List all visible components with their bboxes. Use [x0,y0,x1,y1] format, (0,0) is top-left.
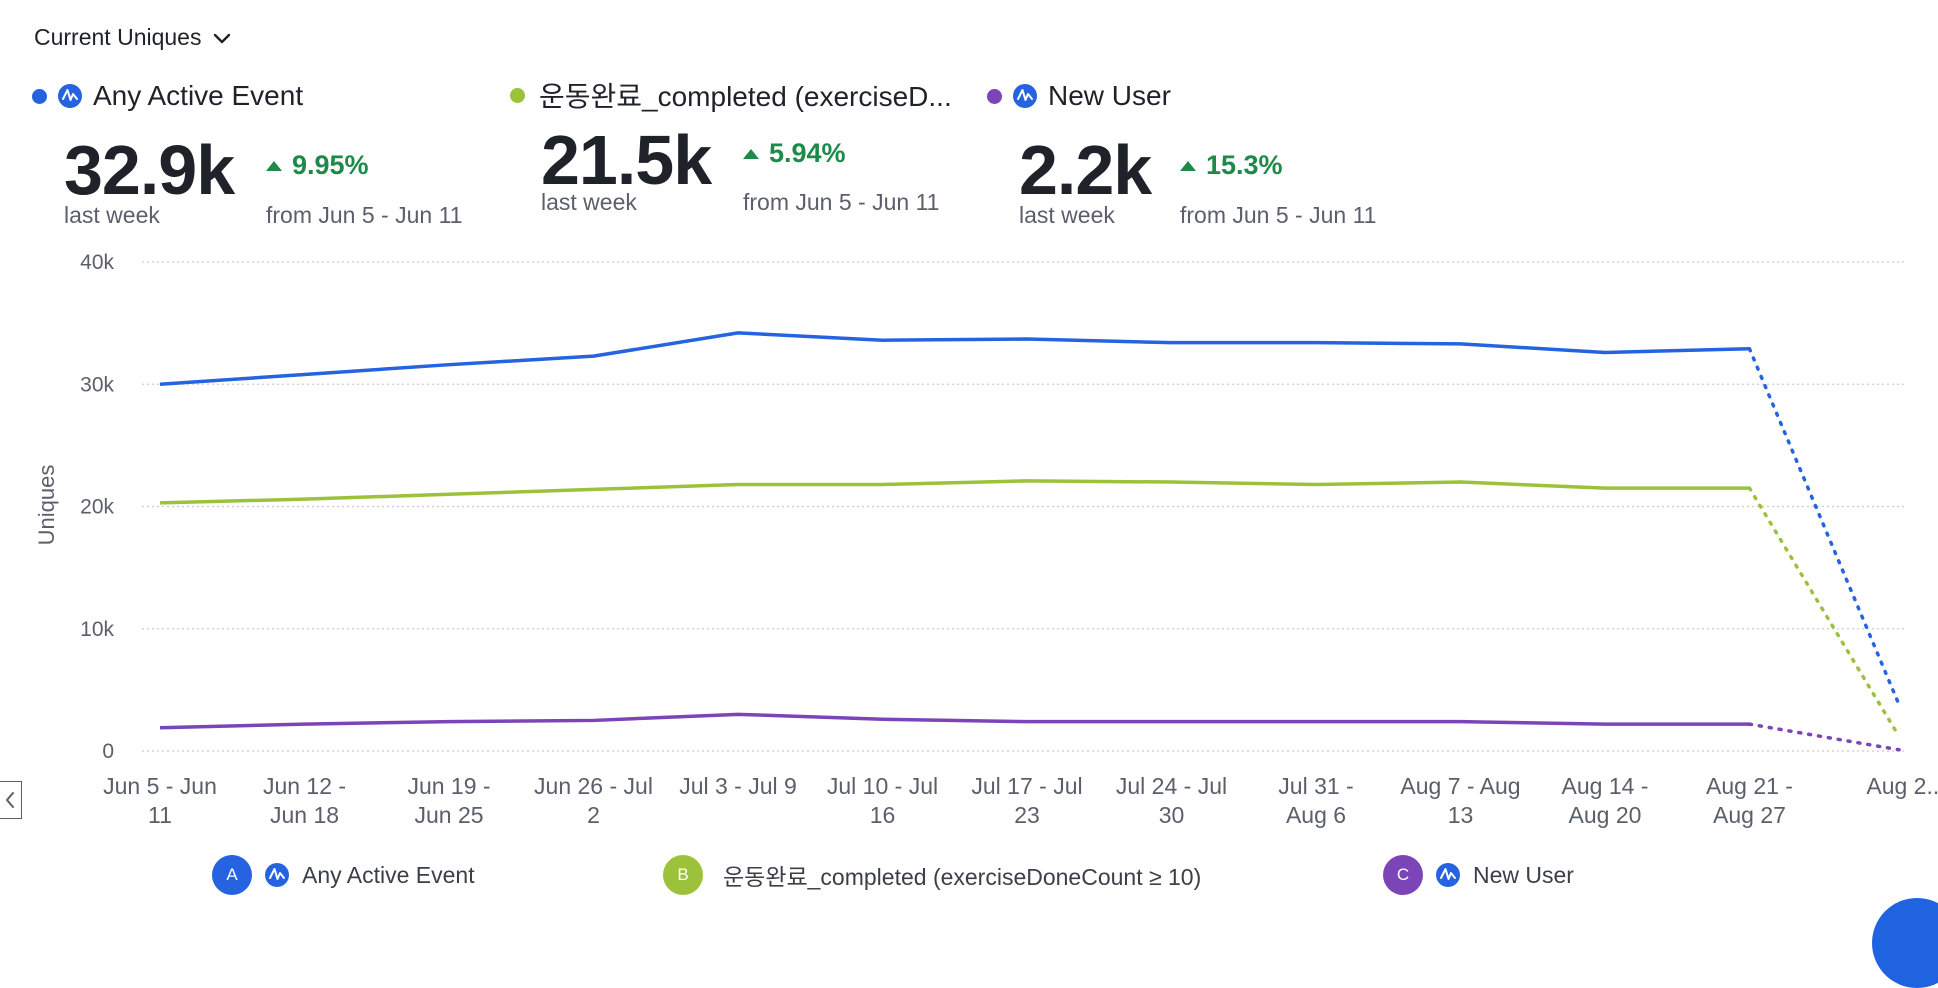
legend-label: Any Active Event [302,861,475,888]
metric-dropdown-label: Current Uniques [34,24,202,50]
kpi-compare: from Jun 5 - Jun 11 [743,189,940,215]
kpi-name: 운동완료_completed (exerciseD... [539,81,952,112]
kpi-name: Any Active Event [93,80,304,111]
event-icon [1013,84,1037,108]
series-badge: A [212,855,252,895]
x-tick-label: Jul 3 - Jul 9 [679,773,797,799]
event-icon [58,84,82,108]
legend-item-b[interactable]: B 운동완료_completed (exerciseDoneCount ≥ 10… [663,855,1201,895]
help-button[interactable] [1872,898,1938,988]
y-tick-label: 0 [102,740,114,763]
series-line[interactable] [159,331,1750,386]
kpi-value: 21.5k [541,121,712,199]
kpi-delta-value: 15.3% [1206,150,1283,180]
x-tick-label: Jul 24 - Jul 30 [1116,773,1227,828]
kpi-name: New User [1048,80,1171,111]
legend-label: 운동완료_completed (exerciseDoneCount ≥ 10) [723,864,1202,890]
y-tick-label: 30k [80,373,114,396]
x-tick-label: Aug 2... [1866,773,1938,799]
x-tick-label: Jun 5 - Jun 11 [103,773,217,828]
y-tick-label: 20k [80,496,114,519]
line-chart: 0 10k 20k 30k 40k Uniques Jun 5 - Jun 11 Jun 1… [34,251,1938,828]
series-badge: B [663,855,703,895]
up-arrow-icon [266,160,282,171]
kpi-delta-value: 9.95% [292,150,369,180]
kpi-period: last week [64,202,160,228]
kpi-delta: 9.95% [266,150,369,181]
chevron-left-icon [6,792,14,808]
x-tick-label: Jun 12 -Jun 18 [263,773,346,828]
legend-item-c[interactable]: C New User [1383,855,1574,895]
metric-dropdown[interactable]: Current Uniques [34,24,233,51]
legend-item-a[interactable]: A Any Active Event [212,855,475,895]
kpi-period: last week [541,189,637,215]
series-color-dot [987,88,1002,104]
y-tick-label: 40k [80,251,114,274]
event-icon [1436,863,1460,887]
x-tick-label: Jul 17 - Jul 23 [971,773,1082,828]
kpi-compare: from Jun 5 - Jun 11 [1180,202,1377,228]
up-arrow-icon [743,148,759,159]
x-tick-label: Jun 19 -Jun 25 [407,773,490,828]
x-tick-label: Aug 21 -Aug 27 [1706,773,1793,828]
y-tick-label: 10k [80,618,114,641]
up-arrow-icon [1180,160,1196,171]
series-color-dot [32,88,47,104]
kpi-new-user: New User 2.2k last week 15.3% from Jun 5… [987,80,1457,230]
kpi-delta: 5.94% [743,138,846,169]
x-tick-label: Jul 31 -Aug 6 [1278,773,1353,828]
kpi-value: 2.2k [1019,131,1152,209]
series-badge: C [1383,855,1423,895]
x-tick-label: Jul 10 - Jul 16 [827,773,938,828]
chevron-down-icon [214,33,231,43]
legend-label: New User [1473,861,1574,888]
collapse-panel-button[interactable] [0,781,22,819]
series-incomplete-segment[interactable] [1747,486,1901,739]
series-line[interactable] [159,479,1750,505]
event-icon [265,863,289,887]
series-line[interactable] [159,712,1750,730]
series-incomplete-segment[interactable] [1747,347,1901,707]
x-tick-label: Aug 7 - Aug 13 [1400,773,1520,828]
kpi-compare: from Jun 5 - Jun 11 [266,202,463,228]
kpi-period: last week [1019,202,1115,228]
kpi-delta-value: 5.94% [769,138,846,168]
kpi-any-active-event: Any Active Event 32.9k last week 9.95% f… [32,80,502,230]
kpi-exercise-completed: 운동완료_completed (exerciseD... 21.5k last … [510,75,980,225]
y-axis-label: Uniques [34,465,59,546]
kpi-value: 32.9k [64,131,235,209]
x-tick-label: Aug 14 -Aug 20 [1562,773,1649,828]
x-tick-label: Jun 26 - Jul 2 [534,773,653,828]
kpi-delta: 15.3% [1180,150,1283,181]
series-incomplete-segment[interactable] [1747,722,1901,752]
series-color-dot [510,87,525,103]
